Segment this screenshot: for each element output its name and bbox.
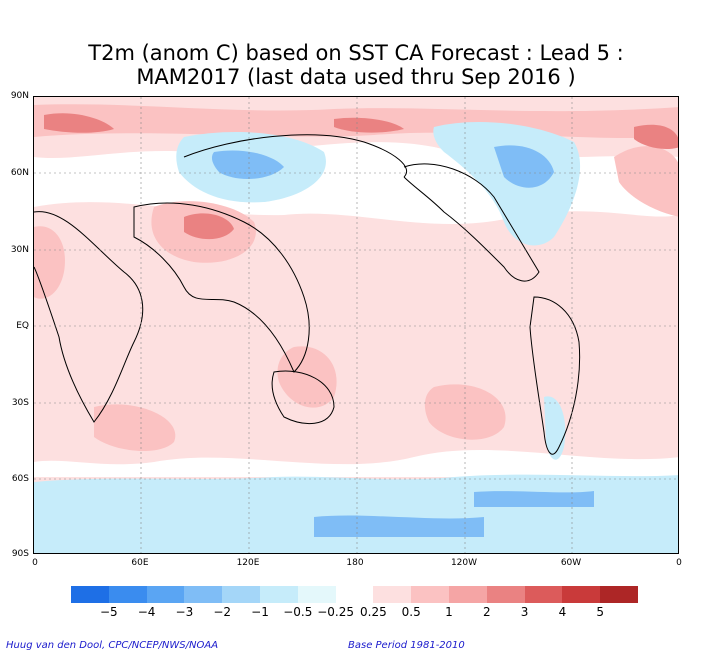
colorbar-swatch bbox=[335, 586, 374, 603]
colorbar-tick-label: 3 bbox=[520, 605, 529, 619]
colorbar-swatch bbox=[222, 586, 260, 603]
colorbar-swatch bbox=[562, 586, 601, 603]
colorbar-tick-label: −0.5 bbox=[283, 605, 313, 619]
colorbar-tick-label: 2 bbox=[482, 605, 491, 619]
colorbar-tick-label: −0.25 bbox=[317, 605, 354, 619]
colorbar-swatch bbox=[600, 586, 638, 603]
lon-label-0-east: 0 bbox=[676, 558, 682, 568]
lat-label-60n: 60N bbox=[10, 168, 29, 178]
lat-label-30s: 30S bbox=[11, 398, 29, 408]
colorbar-tick-label: −4 bbox=[137, 605, 156, 619]
anomaly-map bbox=[33, 96, 679, 554]
colorbar-swatch bbox=[184, 586, 223, 603]
colorbar-tick-label: 0.25 bbox=[360, 605, 387, 619]
lat-label-eq: EQ bbox=[16, 321, 29, 331]
colorbar-swatch bbox=[524, 586, 563, 603]
map-title-line-2: MAM2017 (last data used thru Sep 2016 ) bbox=[136, 65, 576, 89]
colorbar-swatch bbox=[448, 586, 487, 603]
credit-text: Huug van den Dool, CPC/NCEP/NWS/NOAA bbox=[6, 640, 219, 651]
base-period-text: Base Period 1981-2010 bbox=[348, 640, 465, 651]
lat-label-30n: 30N bbox=[10, 245, 29, 255]
lon-label-180: 180 bbox=[346, 558, 364, 568]
anomaly-map-canvas bbox=[34, 97, 678, 553]
lat-label-60s: 60S bbox=[11, 474, 29, 484]
graticule bbox=[34, 97, 678, 553]
colorbar-tick-label: 5 bbox=[596, 605, 605, 619]
colorbar-swatch bbox=[108, 586, 147, 603]
lon-label-120e: 120E bbox=[236, 558, 260, 568]
colorbar-tick-label: −5 bbox=[99, 605, 118, 619]
colorbar-swatch bbox=[259, 586, 298, 603]
colorbar-tick-label: −3 bbox=[175, 605, 194, 619]
colorbar-swatch bbox=[146, 586, 185, 603]
colorbar-tick-label: −2 bbox=[213, 605, 232, 619]
map-title-line-1: T2m (anom C) based on SST CA Forecast : … bbox=[88, 41, 624, 65]
lon-label-120w: 120W bbox=[450, 558, 478, 568]
colorbar-tick-label: 0.5 bbox=[401, 605, 421, 619]
colorbar-swatch bbox=[373, 586, 412, 603]
lon-label-0: 0 bbox=[32, 558, 38, 568]
colorbar-tick-label: 1 bbox=[445, 605, 453, 619]
colorbar-swatch bbox=[411, 586, 449, 603]
lon-label-60w: 60W bbox=[560, 558, 582, 568]
colorbar-swatch bbox=[297, 586, 336, 603]
colorbar-tick-label: 4 bbox=[558, 605, 567, 619]
strong-cool-regions bbox=[211, 145, 594, 537]
colorbar-swatch bbox=[486, 586, 525, 603]
colorbar-tick-label: −1 bbox=[251, 605, 269, 619]
colorbar-swatch bbox=[71, 586, 109, 603]
lat-label-90n: 90N bbox=[10, 91, 29, 101]
lat-label-90s: 90S bbox=[11, 549, 29, 559]
lon-label-60e: 60E bbox=[131, 558, 149, 568]
colorbar bbox=[71, 586, 638, 603]
coastlines bbox=[34, 134, 581, 455]
